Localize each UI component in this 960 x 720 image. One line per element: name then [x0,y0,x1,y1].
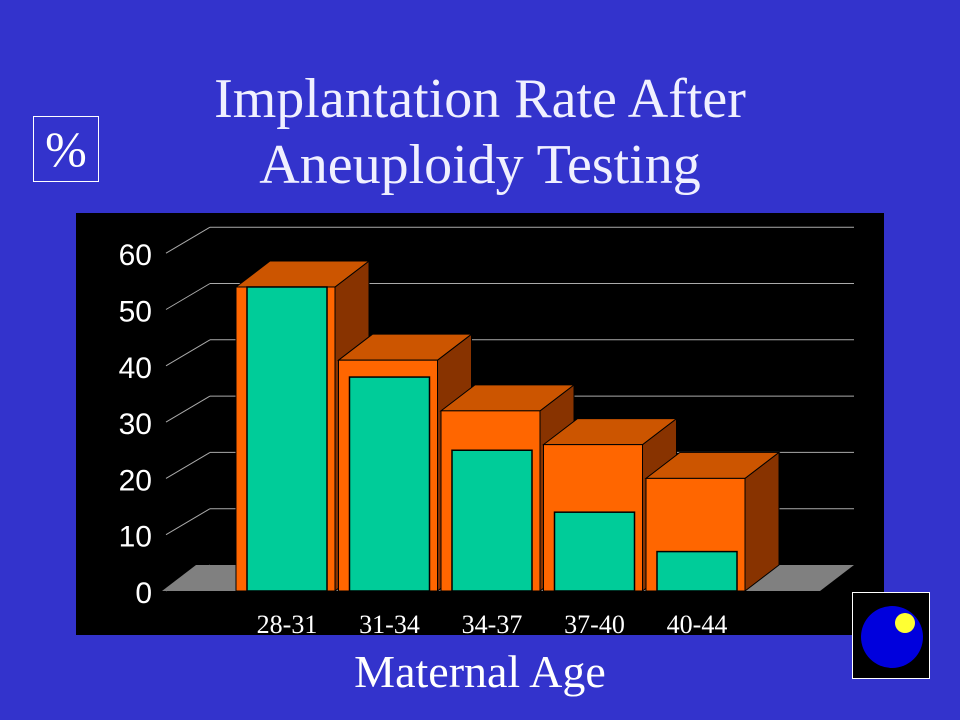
ball-highlight [895,613,915,633]
gridline-wall [165,283,211,310]
y-tick-label: 60 [119,239,152,272]
bar-chart: 0 10 20 30 40 50 60 28-31 31-34 34-37 37-40 40-44 [76,213,884,635]
y-tick-label: 0 [135,577,152,610]
gridline-wall [165,395,211,423]
x-tick-label: 34-37 [462,610,523,635]
x-tick-label: 37-40 [564,610,625,635]
x-axis-label: Maternal Age [354,646,606,697]
bar-front [246,286,328,592]
y-tick-label: 50 [119,296,152,329]
y-tick-labels: 0 10 20 30 40 50 60 [119,239,152,610]
gridline-wall [165,451,211,479]
x-tick-labels: 28-31 31-34 34-37 37-40 40-44 [257,610,728,635]
bar-front [656,550,738,592]
y-tick-label: 40 [119,352,152,385]
y-axis-label: % [33,116,99,182]
x-tick-label: 31-34 [359,610,420,635]
y-tick-label: 20 [119,464,152,497]
bar-front [553,511,636,592]
x-tick-label: 40-44 [667,610,728,635]
gridline-wall [165,508,211,536]
bar-front [451,449,533,592]
gridline-wall [165,339,211,367]
y-tick-label: 30 [119,408,152,441]
y-tick-label: 10 [119,521,152,554]
ball-icon [852,592,930,679]
x-tick-label: 28-31 [257,610,318,635]
bar-front [348,376,431,592]
ball-shape [861,606,923,668]
bars [234,259,781,593]
gridline-wall [165,226,211,254]
chart-title: Implantation Rate After Aneuploidy Testi… [140,66,820,198]
chart-title-line-1: Implantation Rate After [214,68,746,130]
chart-title-line-2: Aneuploidy Testing [259,134,701,196]
